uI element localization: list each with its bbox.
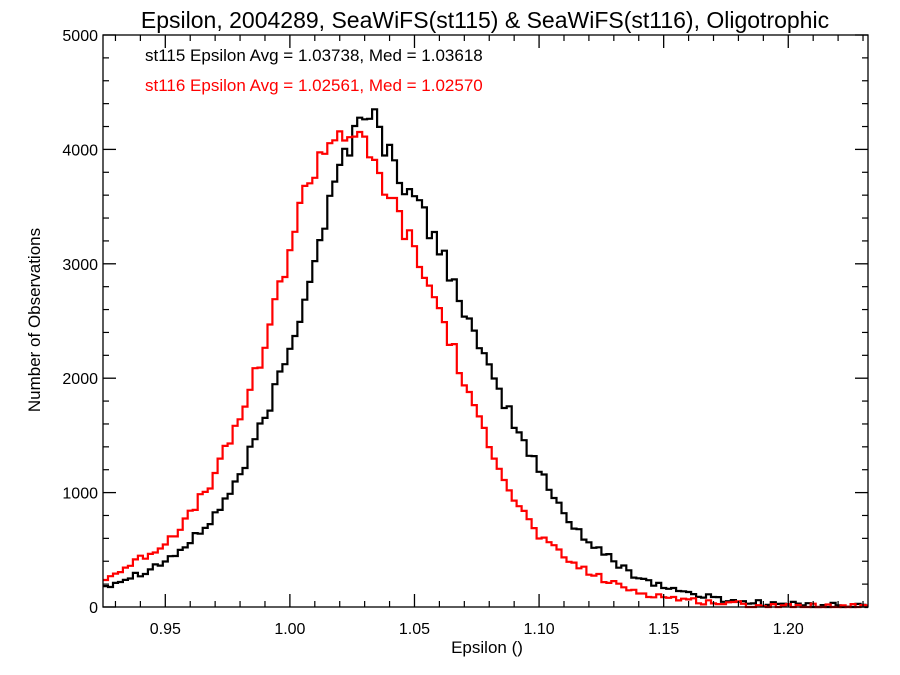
y-axis-label: Number of Observations [25,228,44,412]
y-tick-label: 5000 [62,28,98,45]
chart-title: Epsilon, 2004289, SeaWiFS(st115) & SeaWi… [141,7,829,33]
annotation-st116: st116 Epsilon Avg = 1.02561, Med = 1.025… [145,76,483,95]
series-line-1 [103,108,868,609]
axes-layer: 0.95 1.00 1.05 1.10 1.15 1.20 0 1000 2000 3000 400… [62,28,869,638]
annotation-st115: st115 Epsilon Avg = 1.03738, Med = 1.036… [145,46,483,65]
y-tick-label: 0 [89,600,98,617]
y-tick-label: 3000 [62,257,98,274]
x-tick-label: 0.95 [150,621,181,638]
series-layer [103,108,868,609]
y-tick-label: 4000 [62,142,98,159]
x-tick-label: 1.15 [648,621,679,638]
x-tick-label: 1.10 [524,621,555,638]
x-tick-label: 1.20 [773,621,804,638]
series-line-2 [103,130,868,609]
y-tick-label: 1000 [62,486,98,503]
x-tick-label: 1.05 [399,621,430,638]
plot-frame [102,34,869,608]
y-tick-label: 2000 [62,371,98,388]
x-axis-label: Epsilon () [451,638,523,657]
x-tick-label: 1.00 [274,621,305,638]
